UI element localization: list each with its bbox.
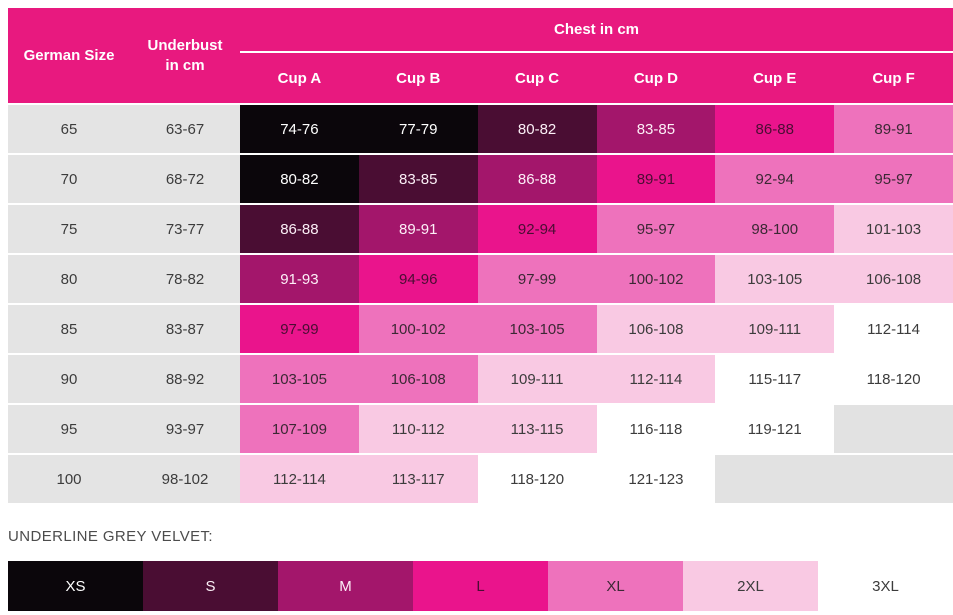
chest-range-cell: 115-117	[715, 355, 835, 403]
chest-range-cell: 106-108	[358, 355, 478, 403]
chest-range-cell: 103-105	[240, 355, 359, 403]
chest-range-cell: 92-94	[715, 155, 835, 203]
german-size-cell: 80	[8, 255, 130, 303]
chest-range-cell: 95-97	[596, 205, 716, 253]
underbust-cell: 93-97	[130, 405, 240, 453]
chest-range-cell: 121-123	[596, 455, 716, 503]
table-row: 80 78-82 91-93 94-96 97-99 100-102 103-1…	[8, 255, 953, 303]
chest-underline	[240, 51, 953, 53]
cup-header-d: Cup D	[633, 69, 678, 87]
cup-header-e: Cup E	[753, 69, 797, 87]
table-row: 85 83-87 97-99 100-102 103-105 106-108 1…	[8, 305, 953, 353]
chest-range-cell: 83-85	[596, 105, 716, 153]
chest-group-title: Chest in cm	[553, 21, 640, 38]
chest-range-cell: 92-94	[477, 205, 597, 253]
chest-range-cell	[715, 455, 835, 503]
legend-size-cell: 2XL	[683, 561, 818, 611]
legend-title: UNDERLINE GREY VELVET:	[8, 528, 213, 545]
chest-range-cell: 112-114	[834, 305, 953, 353]
underbust-cell: 78-82	[130, 255, 240, 303]
header-german-size: German Size	[23, 46, 115, 64]
underbust-cell: 83-87	[130, 305, 240, 353]
table-row: 65 63-67 74-76 77-79 80-82 83-85 86-88 8…	[8, 105, 953, 153]
cup-header-row: Cup A Cup B Cup C Cup D Cup E Cup F	[240, 53, 953, 103]
legend-size-cell: S	[143, 561, 278, 611]
chest-range-cell: 89-91	[596, 155, 716, 203]
chest-range-cell: 106-108	[834, 255, 953, 303]
table-row: 90 88-92 103-105 106-108 109-111 112-114…	[8, 355, 953, 403]
chest-range-cell: 97-99	[240, 305, 359, 353]
header-chest-group: Chest in cm Cup A Cup B Cup C Cup D Cup …	[240, 8, 953, 103]
chest-range-cell: 109-111	[715, 305, 835, 353]
chest-range-cell: 103-105	[477, 305, 597, 353]
legend-size-cell: L	[413, 561, 548, 611]
chest-range-cell: 91-93	[240, 255, 359, 303]
underbust-cell: 63-67	[130, 105, 240, 153]
chest-range-cell: 86-88	[715, 105, 835, 153]
german-size-cell: 90	[8, 355, 130, 403]
chest-range-cell: 97-99	[477, 255, 597, 303]
chest-range-cell: 119-121	[715, 405, 835, 453]
chest-range-cell: 86-88	[240, 205, 359, 253]
underbust-cell: 68-72	[130, 155, 240, 203]
chest-range-cell: 74-76	[240, 105, 359, 153]
legend-size-row: XS S M L XL 2XL 3XL	[8, 561, 953, 611]
chest-range-cell: 100-102	[596, 255, 716, 303]
table-row: 75 73-77 86-88 89-91 92-94 95-97 98-100 …	[8, 205, 953, 253]
cup-header-c: Cup C	[514, 69, 560, 87]
underbust-cell: 88-92	[130, 355, 240, 403]
chest-range-cell	[834, 455, 953, 503]
chest-range-cell: 118-120	[834, 355, 953, 403]
chest-range-cell: 109-111	[477, 355, 597, 403]
chest-range-cell: 95-97	[834, 155, 953, 203]
chest-range-cell	[834, 405, 953, 453]
cup-header-b: Cup B	[396, 69, 441, 87]
table-row: 70 68-72 80-82 83-85 86-88 89-91 92-94 9…	[8, 155, 953, 203]
german-size-cell: 70	[8, 155, 130, 203]
table-row: 100 98-102 112-114 113-117 118-120 121-1…	[8, 455, 953, 503]
chest-range-cell: 83-85	[358, 155, 478, 203]
chest-range-cell: 116-118	[596, 405, 716, 453]
german-size-cell: 95	[8, 405, 130, 453]
chest-range-cell: 89-91	[358, 205, 478, 253]
chest-range-cell: 112-114	[240, 455, 359, 503]
chest-range-cell: 118-120	[477, 455, 597, 503]
chest-range-cell: 113-117	[358, 455, 478, 503]
german-size-cell: 75	[8, 205, 130, 253]
chest-range-cell: 113-115	[477, 405, 597, 453]
german-size-cell: 85	[8, 305, 130, 353]
chest-range-cell: 110-112	[358, 405, 478, 453]
chest-range-cell: 107-109	[240, 405, 359, 453]
chest-range-cell: 106-108	[596, 305, 716, 353]
chest-range-cell: 103-105	[715, 255, 835, 303]
header-underbust: Underbust in cm	[147, 37, 223, 74]
chest-range-cell: 80-82	[477, 105, 597, 153]
cup-header-a: Cup A	[277, 69, 322, 87]
legend-size-cell: XS	[8, 561, 143, 611]
size-chart-page: German Size Underbust in cm Chest in cm …	[8, 8, 953, 611]
chest-range-cell: 100-102	[358, 305, 478, 353]
chest-range-cell: 112-114	[596, 355, 716, 403]
chest-range-cell: 94-96	[358, 255, 478, 303]
underbust-cell: 73-77	[130, 205, 240, 253]
legend-size-cell: 3XL	[818, 561, 953, 611]
chest-range-cell: 86-88	[477, 155, 597, 203]
legend-size-cell: XL	[548, 561, 683, 611]
chest-range-cell: 98-100	[715, 205, 835, 253]
chest-range-cell: 89-91	[834, 105, 953, 153]
legend-size-cell: M	[278, 561, 413, 611]
table-row: 95 93-97 107-109 110-112 113-115 116-118…	[8, 405, 953, 453]
german-size-cell: 65	[8, 105, 130, 153]
table-body: 65 63-67 74-76 77-79 80-82 83-85 86-88 8…	[8, 105, 953, 503]
chest-range-cell: 77-79	[358, 105, 478, 153]
chest-range-cell: 101-103	[834, 205, 953, 253]
underbust-cell: 98-102	[130, 455, 240, 503]
table-header: German Size Underbust in cm Chest in cm …	[8, 8, 953, 103]
chest-range-cell: 80-82	[240, 155, 359, 203]
cup-header-f: Cup F	[872, 69, 915, 87]
german-size-cell: 100	[8, 455, 130, 503]
